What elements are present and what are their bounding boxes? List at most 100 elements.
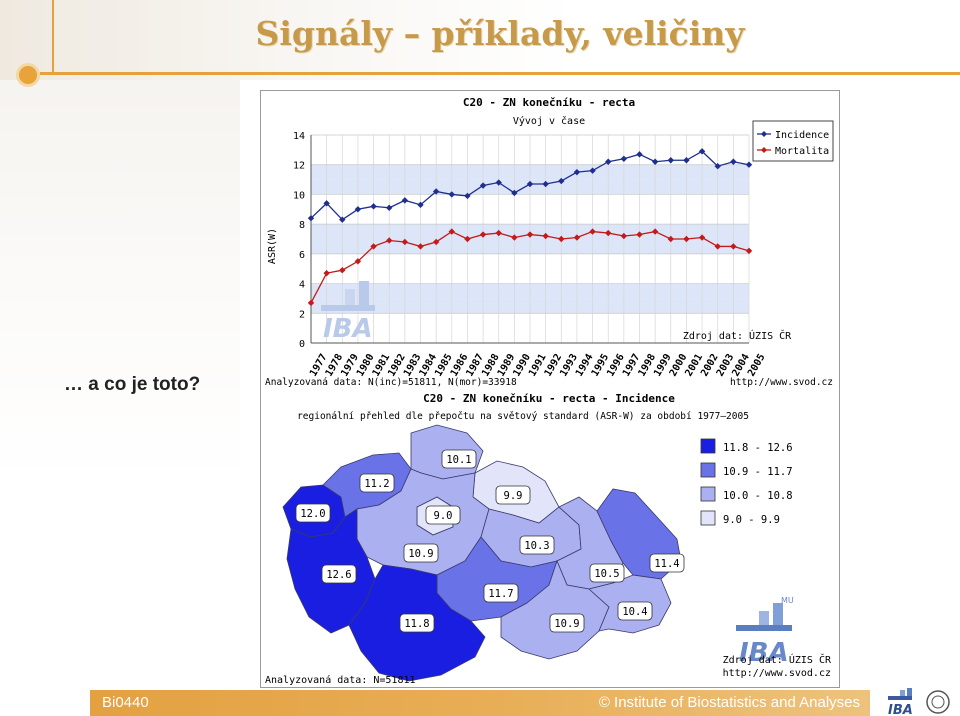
region-value-label: 12.0 [300, 508, 325, 520]
legend-label: Incidence [775, 130, 829, 141]
incidence-mortality-chart: C20 - ZN konečníku - recta Vývoj v čase … [265, 96, 834, 388]
region-value-box [425, 505, 461, 525]
data-point-mortalita [354, 258, 362, 265]
map-legend-swatch [700, 486, 716, 502]
region-value-box [359, 473, 395, 493]
map-legend-label: 10.0 - 10.8 [723, 490, 793, 502]
data-point-incidence [573, 168, 581, 176]
legend-label: Mortalita [775, 146, 829, 157]
data-point-incidence [339, 216, 346, 223]
data-point-mortalita [589, 228, 596, 235]
data-point-incidence [698, 148, 706, 155]
watermark-text: IBA [323, 314, 373, 344]
map-legend-label: 9.0 - 9.9 [723, 514, 780, 526]
region-value-box [295, 503, 331, 523]
region-value-label: 10.4 [622, 606, 647, 618]
data-point-mortalita [370, 243, 377, 250]
region-value-label: 10.1 [446, 454, 471, 466]
data-point-incidence [636, 151, 643, 158]
data-point-mortalita [558, 235, 565, 243]
region-value-box [589, 563, 625, 583]
title-vertical-rule [52, 0, 54, 72]
map-legend-label: 10.9 - 11.7 [723, 466, 793, 478]
region-map: C20 - ZN konečníku - recta - Incidence r… [265, 392, 832, 686]
y-tick-label: 14 [293, 131, 305, 142]
watermark-bar [359, 281, 369, 305]
bullet-dot-icon [19, 66, 37, 84]
data-point-incidence [683, 157, 690, 164]
data-point-mortalita [464, 235, 471, 243]
figure-panel: C20 - ZN konečníku - recta Vývoj v čase … [260, 90, 840, 688]
data-point-mortalita [573, 234, 581, 241]
data-point-incidence [307, 215, 315, 222]
map-legend-swatch [700, 510, 716, 526]
region-value-box [441, 449, 477, 469]
data-point-mortalita [339, 267, 346, 274]
map-url: http://www.svod.cz [723, 668, 831, 679]
y-tick-label: 4 [299, 280, 305, 291]
region-value-box [649, 553, 685, 573]
data-point-mortalita [745, 247, 753, 255]
region-value-label: 12.6 [326, 569, 351, 581]
chart-analyzed-data: Analyzovaná data: N(inc)=51811, N(mor)=3… [265, 377, 517, 388]
data-point-mortalita [495, 229, 502, 237]
data-point-incidence [526, 180, 534, 188]
region-value-label: 10.5 [594, 568, 619, 580]
slide-background-top [0, 0, 960, 80]
data-point-incidence [589, 167, 596, 174]
data-point-mortalita [683, 235, 690, 243]
chart-source: Zdroj dat: ÚZIS ČR [683, 329, 792, 342]
region-value-label: 11.2 [364, 478, 389, 490]
region-value-label: 11.4 [654, 558, 679, 570]
region-value-label: 10.9 [408, 548, 433, 560]
region-value-box [519, 535, 555, 555]
data-point-incidence [745, 161, 753, 168]
footer-credit: © Institute of Biostatistics and Analyse… [598, 694, 860, 711]
iba-watermark-logo: IBA MU [736, 596, 794, 668]
region-value-box [321, 564, 357, 584]
y-axis-label: ASR(W) [267, 228, 278, 264]
y-tick-label: 2 [299, 309, 305, 320]
legend-marker [761, 147, 767, 153]
map-legend-swatch [700, 462, 716, 478]
region-value-box [399, 613, 435, 633]
region-value-label: 10.9 [554, 618, 579, 630]
y-tick-label: 12 [293, 161, 305, 172]
region-value-label: 11.8 [404, 618, 429, 630]
mu-logo-text: MU [781, 596, 794, 605]
slide-question: … a co je toto? [64, 374, 201, 395]
region-value-box [617, 601, 653, 621]
data-point-incidence [354, 206, 362, 213]
y-tick-label: 10 [293, 190, 305, 201]
watermark-bar [321, 305, 375, 311]
data-point-mortalita [323, 269, 330, 277]
chart-title: C20 - ZN konečníku - recta [463, 96, 635, 109]
data-point-incidence [417, 201, 424, 209]
y-tick-label: 0 [299, 339, 305, 350]
data-point-mortalita [526, 231, 534, 238]
region-value-box [483, 583, 519, 603]
map-subtitle: regionální přehled dle přepočtu na světo… [297, 411, 749, 422]
data-point-incidence [495, 179, 502, 186]
legend-marker [761, 131, 767, 137]
data-point-mortalita [698, 234, 706, 241]
footer-bar: Bi0440 © Institute of Biostatistics and … [90, 690, 870, 716]
map-source: Zdroj dat: ÚZIS ČR [723, 653, 832, 666]
chart-url: http://www.svod.cz [730, 377, 833, 388]
data-point-mortalita [448, 228, 455, 235]
legend-box [752, 120, 834, 162]
data-point-incidence [448, 191, 455, 198]
region-value-box [495, 485, 531, 505]
chart-subtitle: Vývoj v čase [513, 115, 585, 127]
data-point-incidence [386, 204, 393, 211]
data-point-incidence [479, 182, 487, 189]
data-point-incidence [464, 192, 471, 200]
data-point-incidence [323, 200, 330, 207]
map-analyzed-data: Analyzovaná data: N=51811 [265, 674, 416, 686]
region-value-label: 10.3 [524, 540, 549, 552]
map-legend-swatch [700, 438, 716, 454]
region-value-label: 9.9 [504, 490, 523, 502]
slide-title: Signály – příklady, veličiny [255, 14, 745, 53]
title-underline [40, 72, 960, 75]
data-point-mortalita [479, 231, 487, 238]
